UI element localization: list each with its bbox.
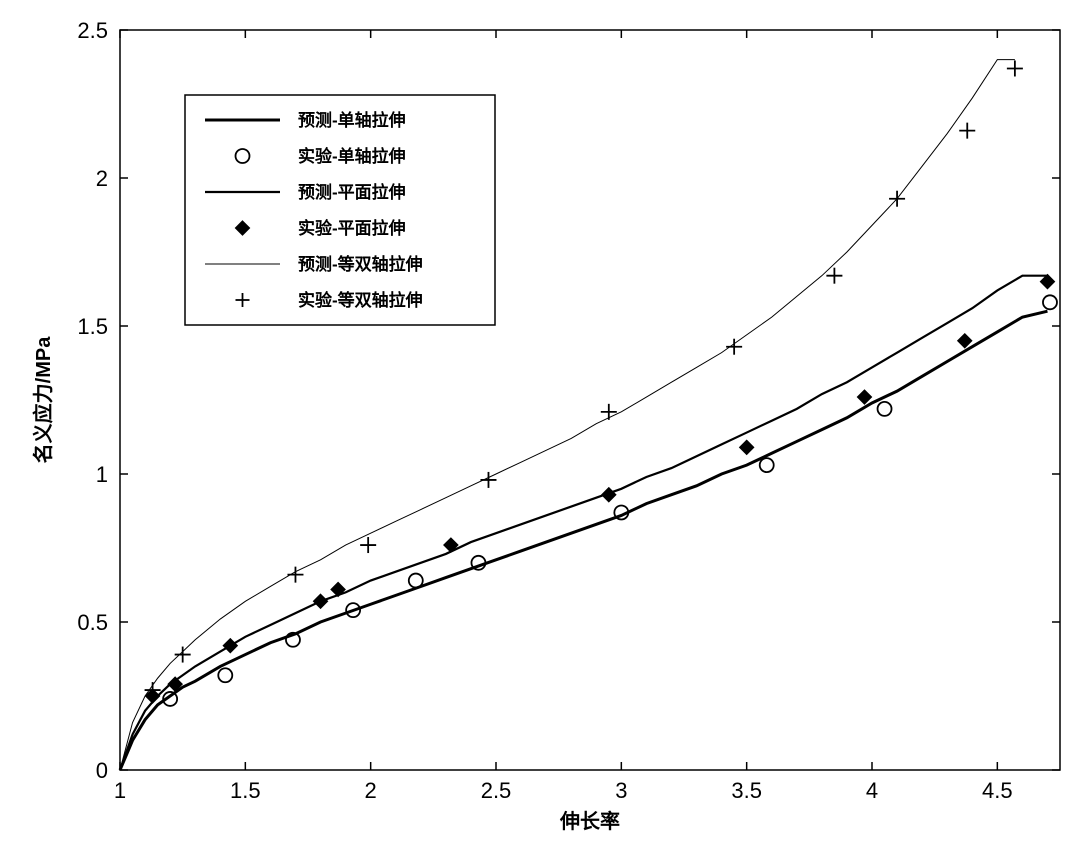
legend-label-2: 预测-平面拉伸 [298, 182, 406, 202]
series-predicted-planar [120, 276, 1047, 770]
legend-label-0: 预测-单轴拉伸 [298, 110, 406, 130]
svg-text:1: 1 [114, 778, 126, 803]
svg-text:1.5: 1.5 [77, 314, 108, 339]
stress-strain-chart: 1 1.5 2 2.5 3 3.5 4 4.5 伸长率 0 0.5 1 1.5 2 2.5 名义应力/MPa 预… [0, 0, 1090, 859]
svg-text:4.5: 4.5 [982, 778, 1013, 803]
svg-text:2.5: 2.5 [77, 18, 108, 43]
svg-text:3.5: 3.5 [731, 778, 762, 803]
svg-text:名义应力/MPa: 名义应力/MPa [31, 336, 55, 464]
legend-label-5: 实验-等双轴拉伸 [298, 290, 423, 310]
svg-text:2: 2 [96, 166, 108, 191]
svg-text:4: 4 [866, 778, 878, 803]
svg-text:1.5: 1.5 [230, 778, 261, 803]
svg-text:3: 3 [615, 778, 627, 803]
legend-label-1: 实验-单轴拉伸 [298, 146, 406, 166]
svg-text:0: 0 [96, 758, 108, 783]
svg-text:2: 2 [365, 778, 377, 803]
svg-text:2.5: 2.5 [481, 778, 512, 803]
svg-text:1: 1 [96, 462, 108, 487]
svg-text:0.5: 0.5 [77, 610, 108, 635]
svg-text:伸长率: 伸长率 [559, 809, 620, 833]
chart-svg: 1 1.5 2 2.5 3 3.5 4 4.5 伸长率 0 0.5 1 1.5 2 2.5 名义应力/MPa 预… [0, 0, 1090, 859]
legend-label-3: 实验-平面拉伸 [298, 218, 406, 238]
legend-label-4: 预测-等双轴拉伸 [298, 254, 423, 274]
series-predicted-uniaxial [120, 311, 1047, 770]
